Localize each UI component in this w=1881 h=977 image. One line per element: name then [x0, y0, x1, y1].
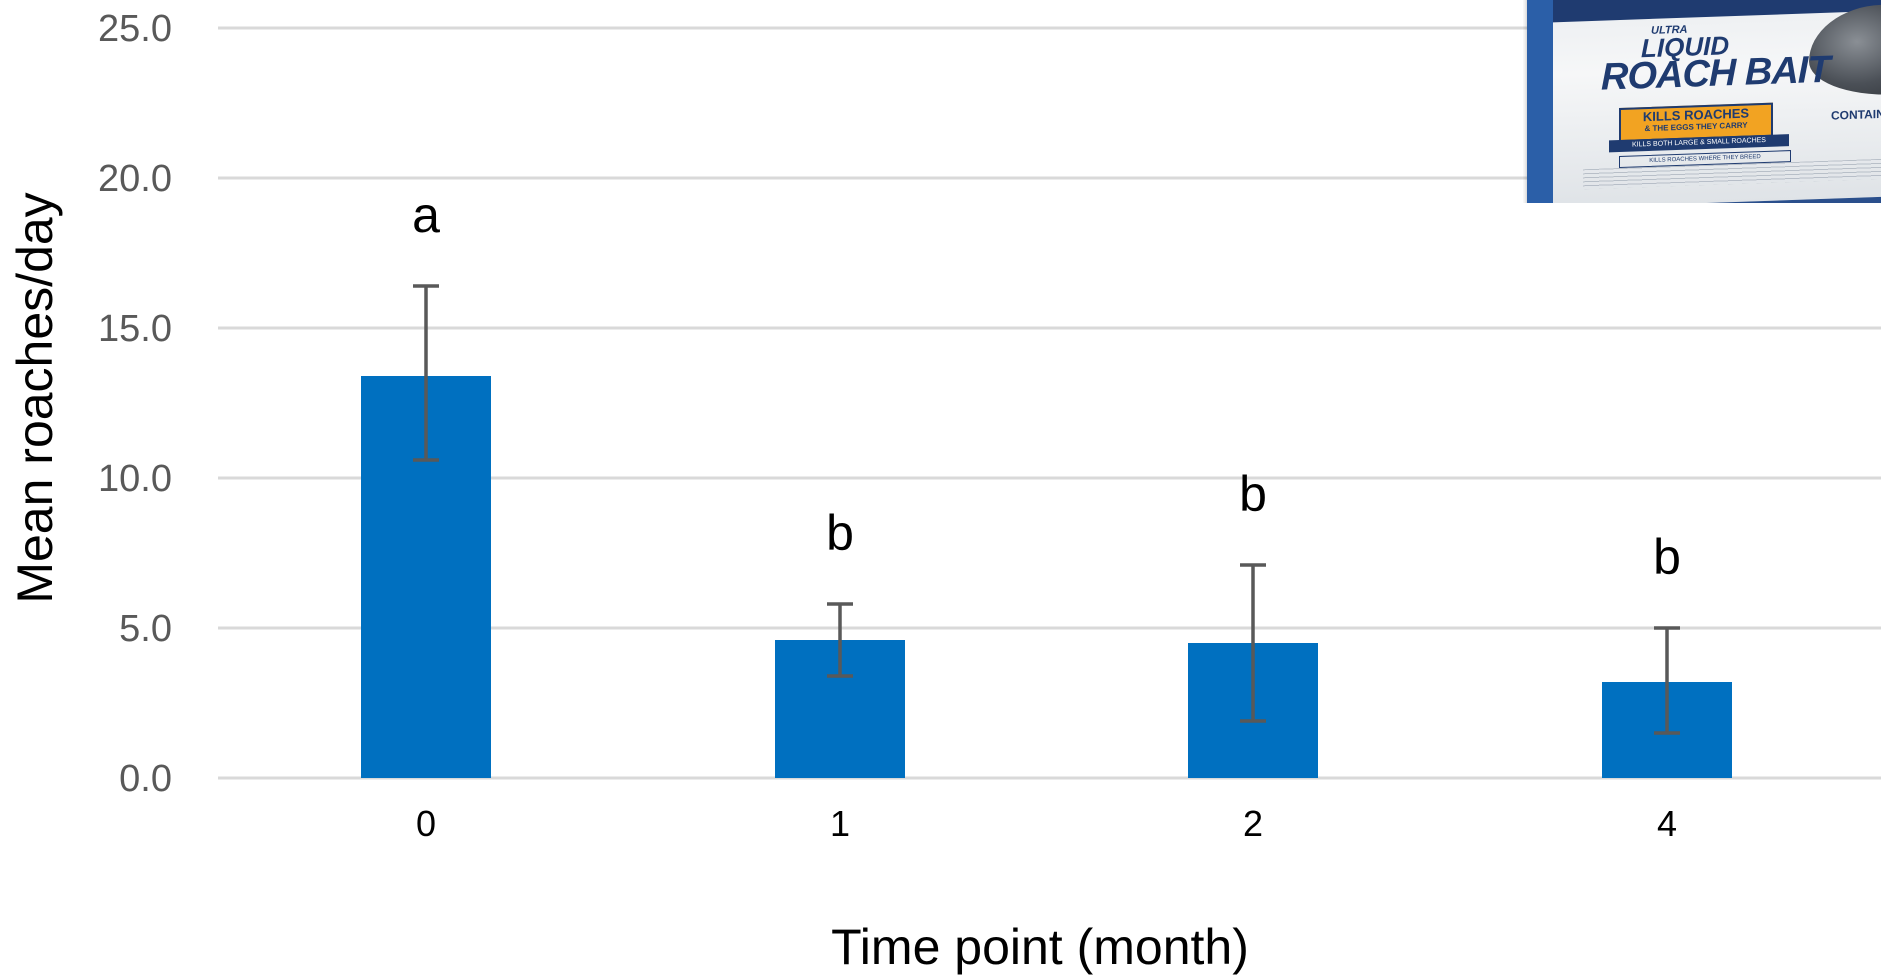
x-axis-ticks: 0 1 2 4	[416, 803, 1677, 844]
x-tick-label: 0	[416, 803, 436, 844]
package-box: ULTRA LIQUID ROACH BAIT KILLS ROACHES & …	[1527, 0, 1881, 203]
package-roach-bait-text: ROACH BAIT	[1601, 48, 1830, 99]
roach-bait-package-image: ULTRA LIQUID ROACH BAIT KILLS ROACHES & …	[1523, 0, 1881, 203]
x-axis-label: Time point (month)	[831, 919, 1249, 975]
y-tick-label: 5.0	[119, 608, 172, 650]
error-bars	[413, 284, 1680, 735]
significance-letter: b	[826, 505, 854, 561]
x-tick-label: 2	[1243, 803, 1263, 844]
package-contains-text: CONTAINS	[1831, 106, 1881, 123]
package-top-band	[1553, 0, 1881, 23]
x-tick-label: 1	[830, 803, 850, 844]
y-tick-label: 20.0	[98, 158, 172, 200]
significance-letters: a b b b	[412, 187, 1681, 585]
y-tick-label: 15.0	[98, 308, 172, 350]
x-tick-label: 4	[1657, 803, 1677, 844]
y-tick-label: 0.0	[119, 758, 172, 800]
significance-letter: b	[1239, 466, 1267, 522]
bars	[361, 376, 1732, 778]
significance-letter: b	[1653, 529, 1681, 585]
y-axis-ticks: 0.0 5.0 10.0 15.0 20.0 25.0	[98, 8, 172, 800]
y-axis-label: Mean roaches/day	[7, 192, 63, 603]
y-tick-label: 25.0	[98, 8, 172, 50]
significance-letter: a	[412, 187, 440, 243]
y-tick-label: 10.0	[98, 458, 172, 500]
